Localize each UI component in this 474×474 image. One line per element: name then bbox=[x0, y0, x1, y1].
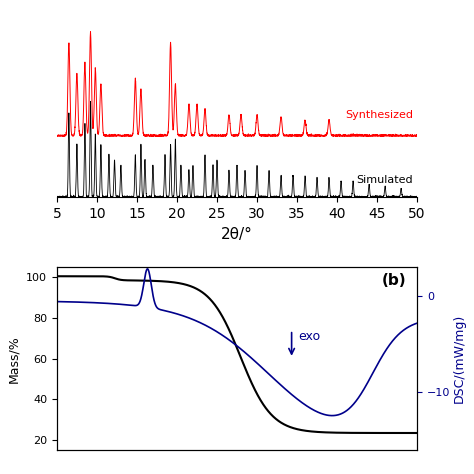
Text: Simulated: Simulated bbox=[356, 175, 413, 185]
Text: (b): (b) bbox=[382, 273, 406, 288]
Y-axis label: Mass/%: Mass/% bbox=[8, 335, 20, 383]
X-axis label: 2θ/°: 2θ/° bbox=[221, 227, 253, 242]
Y-axis label: DSC/(mW/mg): DSC/(mW/mg) bbox=[453, 314, 466, 403]
Text: Synthesized: Synthesized bbox=[345, 110, 413, 120]
Text: exo: exo bbox=[299, 330, 321, 343]
